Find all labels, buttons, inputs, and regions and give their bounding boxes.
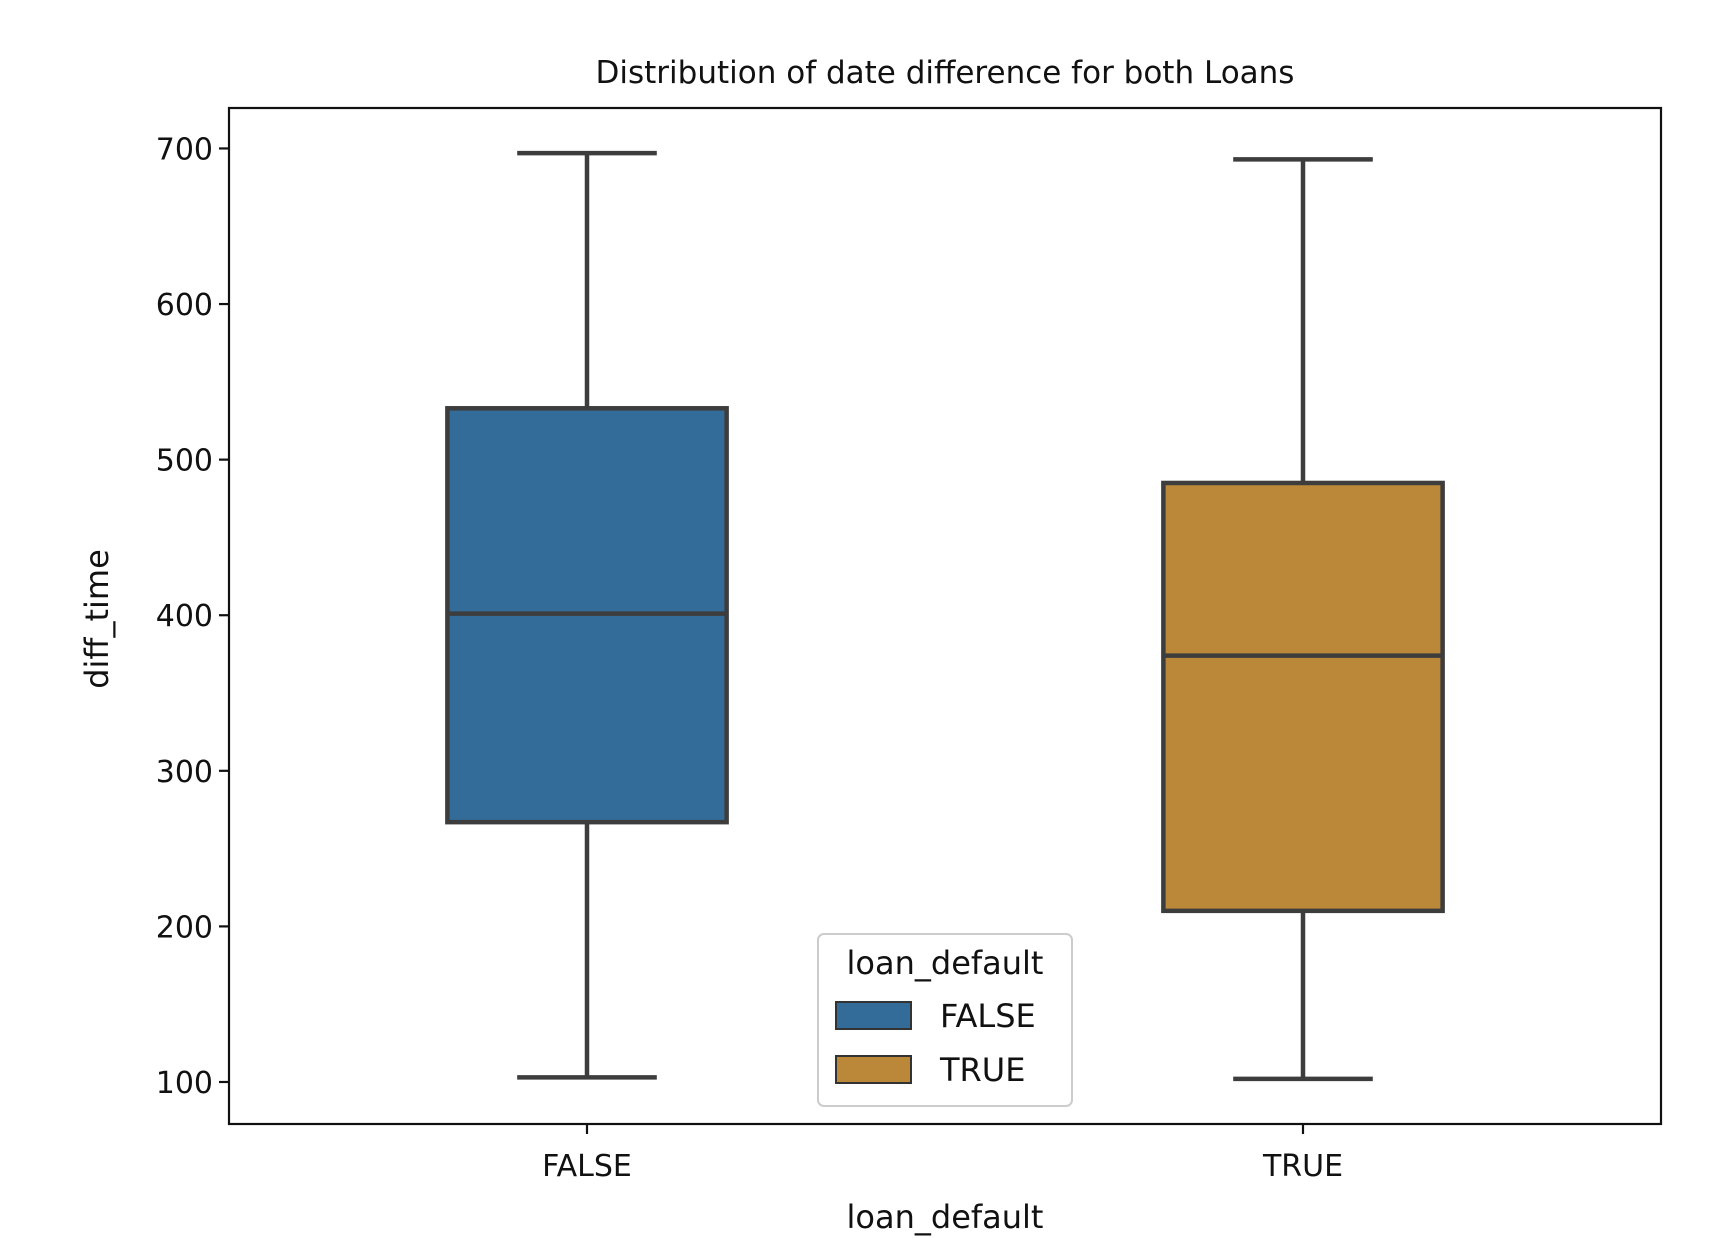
y-tick-label-500: 500 — [156, 444, 213, 479]
x-tick-label-false: FALSE — [542, 1149, 632, 1184]
boxes-layer — [445, 150, 1445, 1082]
y-tick-label-200: 200 — [156, 910, 213, 945]
y-tick-label-700: 700 — [156, 132, 213, 167]
y-tick-label-400: 400 — [156, 599, 213, 634]
x-tick-label-true: TRUE — [1262, 1149, 1343, 1184]
y-axis-label: diff_time — [78, 549, 116, 689]
y-tick-label-100: 100 — [156, 1066, 213, 1101]
box-true — [1161, 480, 1445, 914]
x-axis-label: loan_default — [847, 1198, 1044, 1236]
legend-swatch-true — [835, 1055, 912, 1084]
y-tick-label-600: 600 — [156, 288, 213, 323]
y-tick-label-300: 300 — [156, 755, 213, 790]
chart-title: Distribution of date difference for both… — [596, 55, 1295, 91]
legend-label-false: FALSE — [940, 997, 1036, 1035]
legend-swatch-false — [835, 1001, 912, 1030]
y-axis: 100 200 300 400 500 600 700 — [156, 132, 229, 1101]
legend-title: loan_default — [847, 944, 1044, 982]
legend: loan_default FALSE TRUE — [817, 933, 1073, 1107]
x-axis: FALSE TRUE — [542, 1124, 1343, 1184]
legend-label-true: TRUE — [939, 1051, 1025, 1089]
